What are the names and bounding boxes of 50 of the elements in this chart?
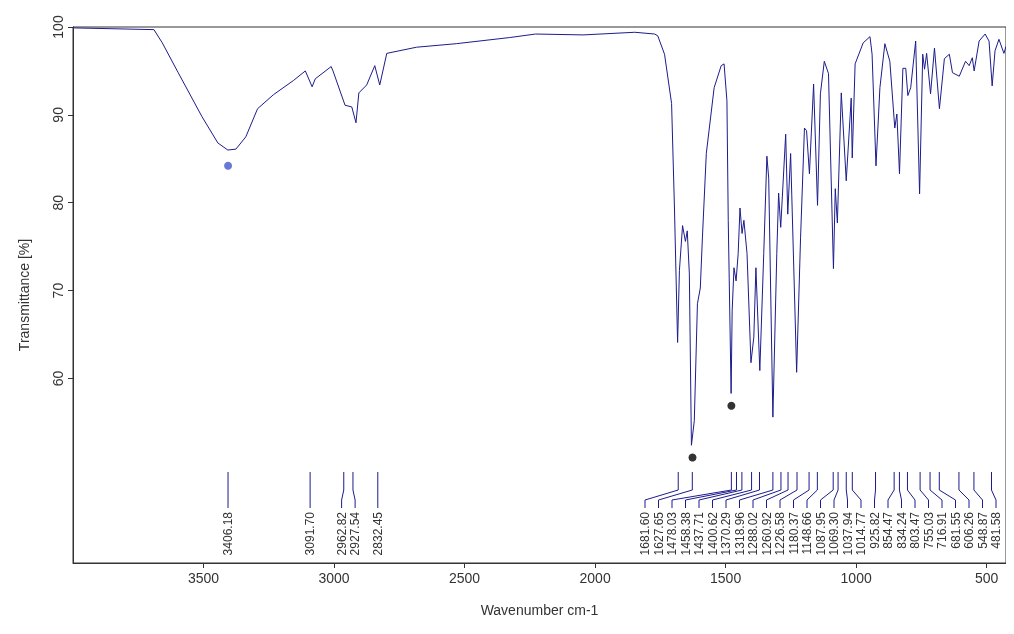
annotation: 1260.92 (759, 511, 774, 556)
x-tick-label: 1000 (840, 570, 872, 586)
annotation: 481.58 (989, 511, 1003, 549)
y-tick-label: 100 (50, 15, 66, 39)
point (727, 401, 736, 410)
point (688, 453, 697, 462)
annotation: 834.24 (894, 511, 909, 549)
annotation: 854.47 (881, 511, 895, 549)
annotation: 1014.77 (854, 511, 868, 556)
annotation: 1148.66 (800, 511, 814, 555)
annotation: 1400.62 (705, 511, 720, 556)
y-axis-title: Transmittance [%] (16, 238, 32, 352)
annotation: 681.55 (948, 511, 963, 549)
annotation: 3406.18 (221, 511, 236, 556)
x-axis-title: Wavenumber cm-1 (480, 602, 599, 618)
annotation: 1478.03 (665, 511, 679, 556)
annotation: 1180.37 (786, 511, 801, 555)
x-tick-label: 2000 (579, 570, 611, 586)
annotation: 1226.58 (773, 511, 787, 556)
x-tick-label: 1500 (710, 570, 742, 586)
annotation: 716.91 (935, 511, 949, 549)
annotation: 1370.29 (719, 511, 733, 556)
y-tick-label: 90 (50, 106, 66, 123)
annotation: 1087.95 (813, 511, 828, 556)
annotation: 2962.82 (334, 511, 349, 556)
annotation: 1037.94 (840, 511, 855, 556)
x-tick-label: 3000 (318, 570, 350, 586)
y-tick-label: 80 (50, 194, 66, 211)
line-series (72, 27, 1006, 446)
annotation: 1681.60 (638, 511, 652, 556)
annotation: 1318.96 (732, 511, 747, 556)
annotation: 1627.65 (651, 511, 666, 556)
y-tick-label: 70 (50, 282, 66, 299)
annotation: 2927.54 (348, 511, 363, 556)
x-tick-label: 2500 (449, 570, 481, 586)
annotation: 755.03 (921, 511, 936, 549)
annotation: 548.87 (975, 511, 990, 549)
annotation: 803.47 (908, 511, 922, 549)
annotation: 606.26 (962, 511, 976, 549)
annotation: 1288.02 (746, 511, 760, 556)
annotation: 1458.38 (678, 511, 693, 556)
annotation: 1437.71 (692, 511, 706, 556)
y-tick-label: 60 (50, 370, 66, 387)
annotation: 1069.30 (827, 511, 841, 556)
point (224, 161, 233, 170)
annotation: 3091.70 (303, 511, 318, 556)
annotation: 925.82 (867, 511, 882, 549)
x-tick-label: 3500 (187, 570, 220, 586)
annotation: 2832.45 (370, 511, 385, 556)
x-tick-label: 500 (975, 570, 999, 586)
